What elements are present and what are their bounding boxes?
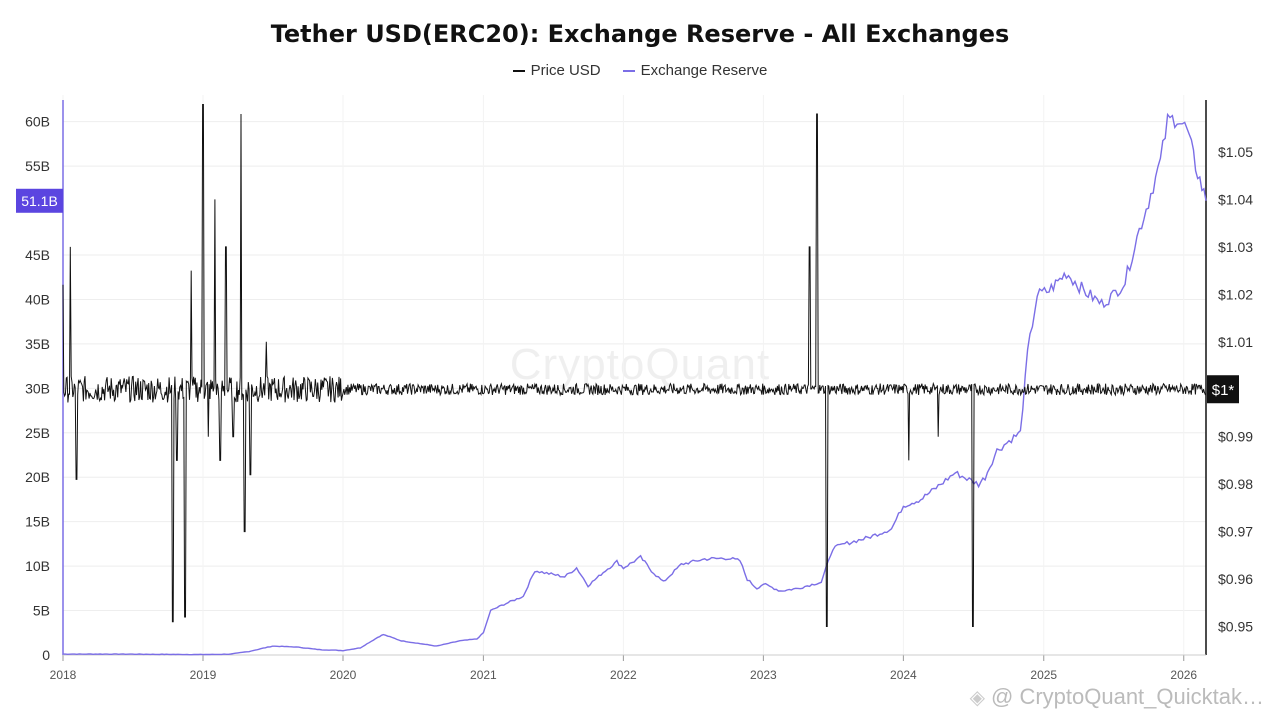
current-value-badges: 51.1B $1* <box>16 188 1239 404</box>
left-tick-label: 0 <box>42 647 50 663</box>
legend-label-reserve: Exchange Reserve <box>640 62 768 79</box>
right-tick-label: $0.95 <box>1218 619 1253 635</box>
left-axis: 0 5B 10B 15B 20B 25B 30B 35B 40B 45B 55B 60B <box>25 100 64 663</box>
left-tick-label: 40B <box>25 291 50 307</box>
right-axis: $0.95 $0.96 $0.97 $0.98 $0.99 $1.01 $1.02 $1.03… <box>1205 100 1253 655</box>
legend-swatch-price <box>512 69 525 72</box>
x-tick-label: 2022 <box>610 668 637 682</box>
legend-swatch-reserve <box>622 69 635 72</box>
x-tick-label: 2019 <box>190 668 217 682</box>
left-tick-label: 35B <box>25 336 50 352</box>
legend-item-price[interactable]: Price USD <box>512 62 601 79</box>
right-tick-label: $0.97 <box>1218 524 1253 540</box>
left-tick-label: 5B <box>33 603 50 619</box>
x-tick-label: 2025 <box>1030 668 1057 682</box>
x-tick-label: 2026 <box>1170 668 1197 682</box>
left-current-label: 51.1B <box>21 193 58 209</box>
x-tick-label: 2024 <box>890 668 917 682</box>
right-current-badge <box>1207 375 1239 404</box>
x-axis: 2018 2019 2020 2021 2022 2023 2024 2025 2026 <box>50 654 1206 682</box>
right-tick-label: $1.04 <box>1218 191 1253 207</box>
legend-item-reserve[interactable]: Exchange Reserve <box>622 62 768 79</box>
reserve-line <box>63 112 1207 656</box>
series-exchange-reserve <box>63 112 1207 656</box>
left-tick-label: 45B <box>25 247 50 263</box>
left-current-badge <box>16 188 63 213</box>
left-tick-label: 30B <box>25 380 50 396</box>
right-tick-label: $1.05 <box>1218 144 1253 160</box>
legend-label-price: Price USD <box>530 62 601 79</box>
right-tick-label: $1.01 <box>1218 334 1253 350</box>
x-tick-label: 2023 <box>750 668 777 682</box>
x-tick-label: 2020 <box>330 668 357 682</box>
left-tick-label: 55B <box>25 158 50 174</box>
x-tick-label: 2021 <box>470 668 497 682</box>
right-tick-label: $1.03 <box>1218 239 1253 255</box>
chart-title: Tether USD(ERC20): Exchange Reserve - Al… <box>270 20 1010 48</box>
price-line <box>62 104 1207 627</box>
left-tick-label: 10B <box>25 558 50 574</box>
right-tick-label: $0.98 <box>1218 476 1253 492</box>
right-current-label: $1* <box>1212 382 1235 399</box>
grid-lines <box>62 95 1206 656</box>
right-tick-label: $0.99 <box>1218 429 1253 445</box>
left-tick-label: 25B <box>25 425 50 441</box>
chart-legend: Price USD Exchange Reserve <box>0 62 1280 79</box>
right-tick-label: $1.02 <box>1218 286 1253 302</box>
left-tick-label: 15B <box>25 514 50 530</box>
series-price-usd <box>62 104 1207 627</box>
right-tick-label: $0.96 <box>1218 571 1253 587</box>
left-tick-label: 20B <box>25 469 50 485</box>
left-tick-label: 60B <box>25 114 50 130</box>
x-tick-label: 2018 <box>50 668 77 682</box>
